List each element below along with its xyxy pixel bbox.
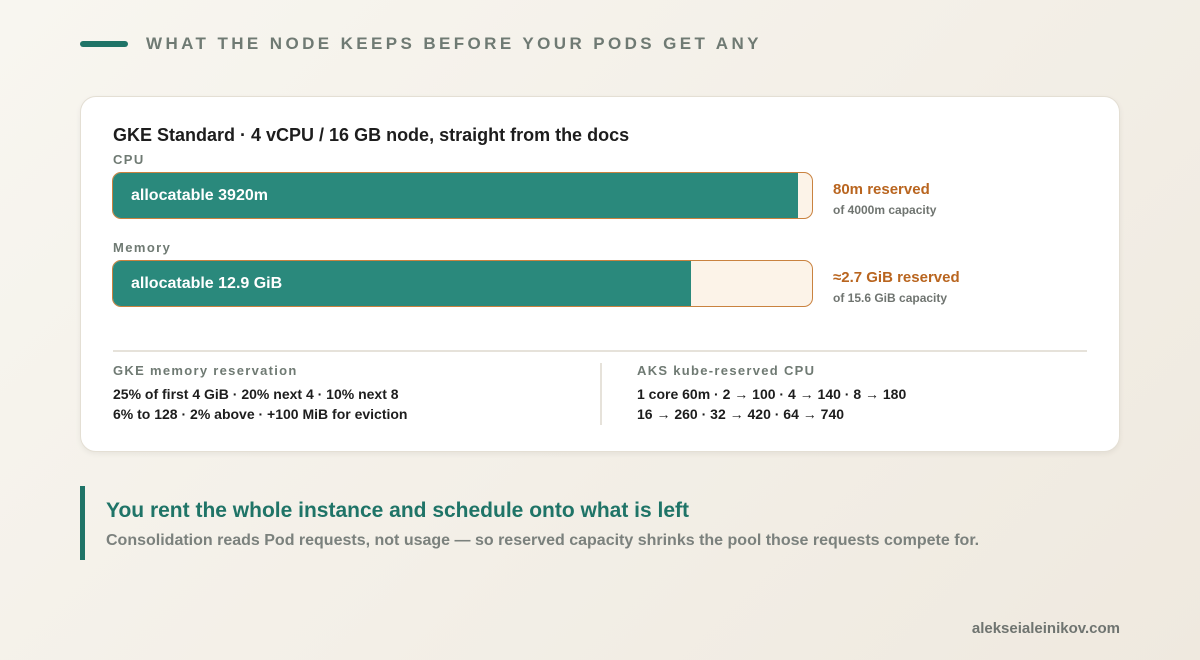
gke-note-line-1: 25% of first 4 GiB · 20% next 4 · 10% ne…: [113, 386, 399, 402]
cpu-label: CPU: [113, 152, 145, 167]
cpu-allocatable-bar: allocatable 3920m: [113, 173, 799, 218]
aks-note-title: AKS kube-reserved CPU: [637, 363, 816, 378]
card-divider: [113, 350, 1087, 352]
cpu-reserved-value: 80m reserved: [833, 181, 930, 198]
cpu-bar: allocatable 3920m: [112, 172, 813, 219]
header-accent-bar: [80, 41, 128, 47]
header: WHAT THE NODE KEEPS BEFORE YOUR PODS GET…: [80, 34, 762, 54]
footer-site: alekseialeinikov.com: [971, 620, 1120, 637]
card-title: GKE Standard · 4 vCPU / 16 GB node, stra…: [113, 125, 630, 145]
cpu-reserved-info: 80m reserved of 4000m capacity: [833, 181, 936, 217]
header-title: WHAT THE NODE KEEPS BEFORE YOUR PODS GET…: [146, 34, 762, 53]
aks-note-line-2: 16 → 260 · 32 → 420 · 64 → 740: [637, 406, 845, 422]
cpu-allocatable-label: allocatable 3920m: [131, 186, 268, 204]
gke-note-line-2: 6% to 128 · 2% above · +100 MiB for evic…: [113, 406, 408, 422]
callout-title: You rent the whole instance and schedule…: [106, 499, 690, 522]
node-allocation-card: GKE Standard · 4 vCPU / 16 GB node, stra…: [80, 96, 1120, 452]
callout-subtitle: Consolidation reads Pod requests, not us…: [106, 532, 980, 549]
memory-capacity-text: of 15.6 GiB capacity: [833, 291, 948, 305]
memory-reserved-value: ≈2.7 GiB reserved: [833, 269, 960, 286]
notes-divider: [600, 363, 602, 425]
gke-memory-note: GKE memory reservation 25% of first 4 Gi…: [113, 363, 408, 424]
memory-bar: allocatable 12.9 GiB: [112, 260, 813, 307]
aks-note-line-1: 1 core 60m · 2 → 100 · 4 → 140 · 8 → 180: [637, 386, 907, 402]
memory-label: Memory: [113, 240, 172, 255]
aks-cpu-note: AKS kube-reserved CPU 1 core 60m · 2 → 1…: [637, 363, 906, 424]
memory-allocatable-bar: allocatable 12.9 GiB: [113, 261, 692, 306]
cpu-capacity-text: of 4000m capacity: [833, 203, 937, 217]
gke-note-title: GKE memory reservation: [113, 363, 298, 378]
callout: You rent the whole instance and schedule…: [80, 486, 979, 560]
memory-reserved-info: ≈2.7 GiB reserved of 15.6 GiB capacity: [833, 269, 960, 305]
memory-allocatable-label: allocatable 12.9 GiB: [131, 274, 283, 292]
